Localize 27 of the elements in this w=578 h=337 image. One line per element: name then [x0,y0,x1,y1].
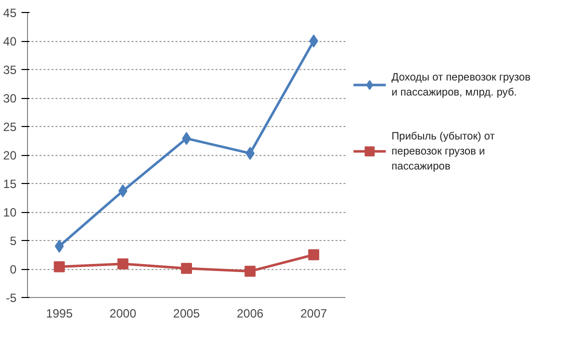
y-tick-label: 35 [3,63,17,77]
x-tick-label: 2007 [300,306,328,320]
point [309,34,318,48]
point [54,261,65,272]
point [181,262,192,274]
y-tick-label: 15 [3,177,17,191]
y-tick-label: 45 [3,6,17,20]
point [54,240,64,253]
legend-label: Прибыль (убыток) от перевозок грузов и пассажиров [392,130,495,172]
y-tick-label: 5 [10,234,17,248]
x-tick-label: 1995 [46,306,73,320]
point [244,266,256,277]
point [117,258,128,270]
legend-label: Доходы от перевозок грузов и пассажиров, млрд. руб. [392,71,531,98]
y-tick-label: 30 [3,92,17,106]
y-tick-label: -5 [6,291,17,305]
y-tick-label: 10 [3,206,17,220]
x-tick-label: 2005 [173,306,200,320]
point [308,249,320,260]
point [118,184,128,198]
x-tick-label: 2000 [110,306,137,320]
y-tick-label: 40 [3,34,17,48]
point [246,146,255,160]
x-tick-label: 2006 [236,306,264,320]
y-tick-label: 20 [3,148,17,162]
y-tick-label: 0 [10,262,17,276]
y-tick-label: 25 [3,120,17,134]
